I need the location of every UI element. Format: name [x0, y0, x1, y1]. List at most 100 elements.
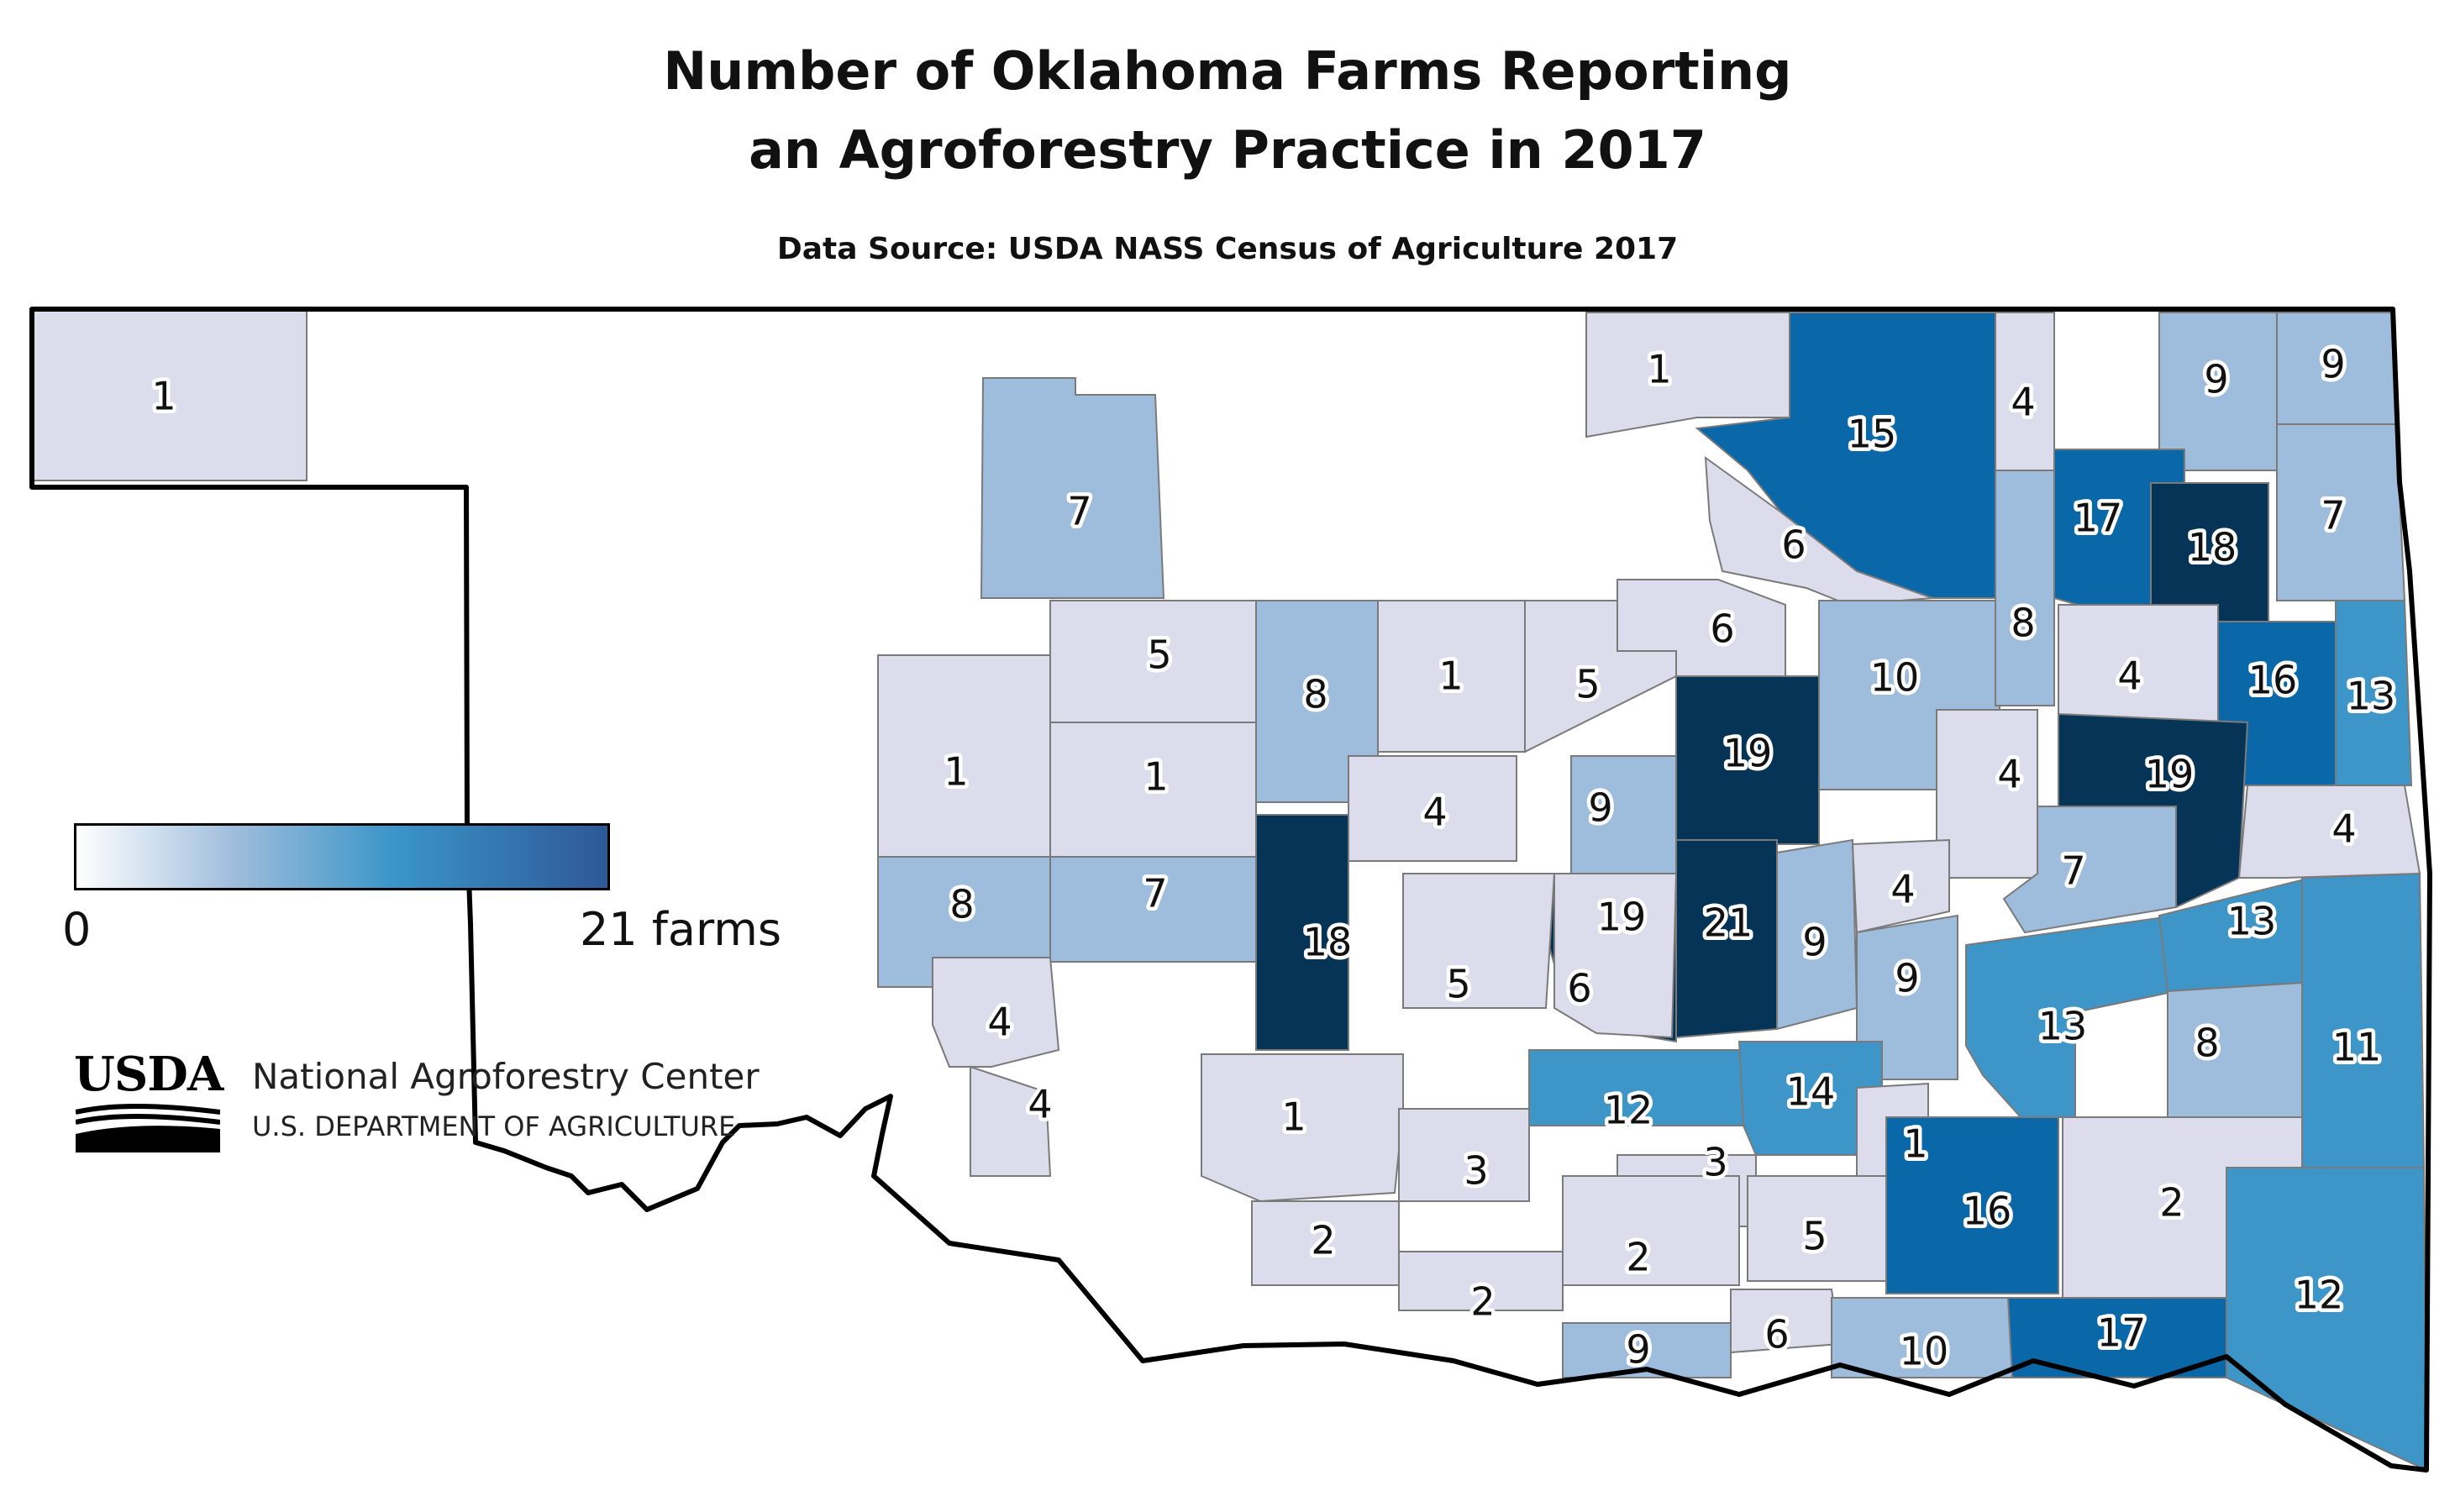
county-11-value: 7	[2321, 493, 2345, 538]
county-33-value: 19	[1597, 895, 1647, 940]
county-52-value: 3	[1703, 1140, 1727, 1185]
county-47-value: 12	[1604, 1088, 1653, 1133]
org-name: National Agroforestry Center	[252, 1056, 760, 1097]
county-36-value: 7	[2061, 848, 2085, 894]
county-50	[1398, 1108, 1530, 1202]
county-23-value: 1	[1143, 754, 1168, 800]
county-40	[1553, 873, 1678, 1039]
county-4-value: 15	[1848, 412, 1897, 457]
county-48-value: 14	[1786, 1069, 1836, 1115]
county-39	[1402, 873, 1556, 1009]
county-55-value: 2	[1626, 1235, 1650, 1280]
county-28-value: 4	[1422, 790, 1447, 835]
county-7-value: 9	[2321, 342, 2345, 387]
county-25-value: 4	[1997, 752, 2021, 797]
county-30-value: 8	[949, 882, 974, 927]
state-outline	[29, 307, 2432, 1473]
county-63-value: 12	[2295, 1273, 2344, 1318]
county-24-value: 19	[1723, 731, 1773, 776]
county-3	[1585, 312, 1790, 438]
usda-logo: USDA	[74, 1047, 223, 1102]
county-40-value: 6	[1567, 966, 1591, 1011]
county-2-value: 7	[1067, 489, 1091, 534]
county-29-value: 9	[1588, 785, 1612, 831]
county-17-value: 10	[1870, 655, 1920, 701]
county-54	[1398, 1251, 1564, 1311]
county-62-value: 17	[2097, 1310, 2147, 1356]
county-49-value: 1	[1281, 1095, 1306, 1140]
county-29	[1570, 755, 1677, 874]
county-49	[1201, 1053, 1404, 1203]
county-6-value: 9	[2204, 357, 2228, 402]
county-34-value: 21	[1704, 900, 1753, 946]
county-41	[1856, 914, 1958, 1080]
county-27-value: 4	[2331, 806, 2356, 852]
county-56-value: 5	[1802, 1214, 1827, 1259]
legend-max-label: 21 farms	[580, 903, 781, 956]
county-53-value: 2	[1311, 1218, 1335, 1263]
county-20-value: 16	[2248, 658, 2298, 703]
county-38	[932, 957, 1060, 1068]
title-line-2: an Agroforestry Practice in 2017	[749, 119, 1706, 181]
county-36	[2002, 806, 2177, 934]
county-44	[2167, 981, 2303, 1118]
county-41-value: 9	[1895, 956, 1919, 1001]
legend-color-scale	[74, 823, 610, 890]
county-46	[970, 1065, 1052, 1177]
county-3-value: 1	[1647, 347, 1671, 392]
county-39-value: 5	[1446, 962, 1470, 1007]
county-46-value: 4	[1028, 1082, 1052, 1127]
county-59	[1562, 1322, 1732, 1378]
county-38-value: 4	[987, 1000, 1012, 1045]
map-title: Number of Oklahoma Farms Reporting an Ag…	[0, 32, 2455, 190]
county-14-value: 1	[1438, 654, 1463, 699]
county-63	[2226, 1167, 2428, 1472]
county-51-value: 1	[1903, 1121, 1927, 1167]
county-26-value: 19	[2145, 752, 2195, 797]
county-12-value: 5	[1147, 633, 1171, 678]
county-22-value: 1	[944, 749, 968, 795]
county-13-value: 8	[1303, 672, 1327, 717]
county-8	[1704, 455, 1933, 606]
county-25	[1936, 709, 2038, 879]
county-15-value: 5	[1575, 662, 1600, 707]
county-42-value: 13	[2038, 1004, 2088, 1049]
county-57	[1885, 1116, 2059, 1294]
county-44-value: 8	[2195, 1021, 2219, 1066]
county-45	[2301, 872, 2426, 1168]
county-9-value: 17	[2074, 496, 2123, 541]
title-line-1: Number of Oklahoma Farms Reporting	[663, 40, 1792, 102]
county-10-value: 18	[2188, 525, 2237, 570]
county-54-value: 2	[1470, 1279, 1495, 1325]
county-16-value: 6	[1710, 606, 1734, 652]
county-61-value: 10	[1900, 1329, 1949, 1374]
county-45-value: 11	[2332, 1025, 2382, 1070]
county-18	[1995, 470, 2055, 706]
county-60-value: 6	[1764, 1312, 1789, 1357]
county-37	[1851, 838, 1950, 934]
county-55	[1562, 1175, 1740, 1286]
county-8-value: 6	[1781, 522, 1806, 568]
data-source: Data Source: USDA NASS Census of Agricul…	[776, 232, 1679, 266]
legend-min-label: 0	[62, 903, 92, 956]
org-dept: U.S. DEPARTMENT OF AGRICULTURE	[252, 1110, 736, 1142]
county-18-value: 8	[2011, 601, 2035, 646]
county-32-value: 18	[1303, 920, 1353, 965]
county-48	[1737, 1041, 1883, 1156]
county-5-value: 4	[2011, 380, 2035, 425]
county-31-value: 7	[1143, 871, 1167, 916]
county-21	[2335, 600, 2413, 786]
county-57-value: 16	[1963, 1189, 2012, 1234]
county-59-value: 9	[1626, 1327, 1650, 1373]
county-2	[980, 377, 1165, 599]
county-19-value: 4	[2117, 654, 2142, 699]
county-27	[2237, 785, 2421, 879]
county-43-value: 13	[2227, 899, 2277, 944]
county-37-value: 4	[1890, 867, 1915, 912]
usda-hills-icon	[76, 1104, 220, 1152]
county-35-value: 9	[1802, 920, 1827, 965]
county-21-value: 13	[2347, 674, 2396, 719]
county-1-value: 1	[151, 374, 176, 419]
county-50-value: 3	[1464, 1148, 1488, 1194]
